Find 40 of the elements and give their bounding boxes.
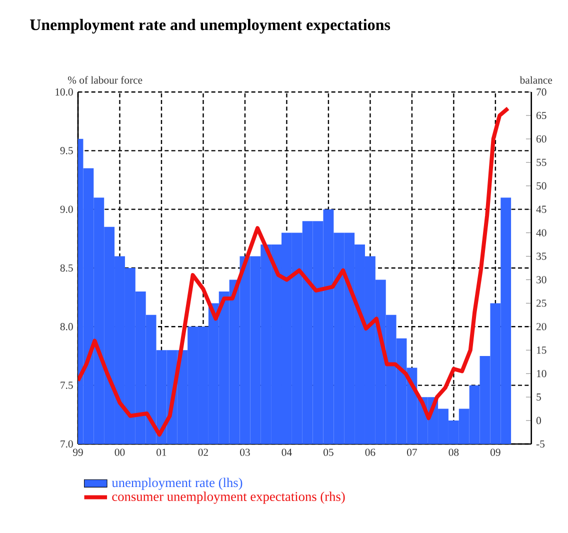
line-series bbox=[78, 106, 510, 436]
x-tick-label: 05 bbox=[324, 448, 334, 456]
y2-tick-label: 70 bbox=[536, 88, 546, 96]
y-tick-label: 10.0 bbox=[56, 88, 73, 96]
y2-tick-label: 55 bbox=[536, 158, 546, 166]
x-tick-label: 06 bbox=[365, 448, 376, 456]
x-tick-label: 00 bbox=[114, 448, 125, 456]
y-tick-label: 9.5 bbox=[60, 146, 73, 154]
y-tick-label: 8.5 bbox=[60, 264, 73, 272]
y2-tick-label: 25 bbox=[536, 299, 546, 307]
x-tick-label: 09 bbox=[490, 448, 500, 456]
y2-tick-label: -5 bbox=[536, 440, 545, 448]
y2-axis-title: balance bbox=[520, 76, 552, 84]
legend-label: consumer unemployment expectations (rhs) bbox=[112, 492, 345, 504]
x-tick-label: 08 bbox=[448, 448, 459, 456]
y2-tick-label: 50 bbox=[536, 182, 546, 190]
x-tick-label: 03 bbox=[240, 448, 250, 456]
y2-tick-label: 35 bbox=[536, 252, 546, 260]
y-tick-label: 7.0 bbox=[60, 440, 73, 448]
y-tick-label: 9.0 bbox=[60, 206, 73, 213]
x-tick-label: 07 bbox=[407, 448, 417, 456]
chart-title: Unemployment rate and unemployment expectations bbox=[30, 18, 390, 34]
y2-tick-label: 40 bbox=[536, 229, 546, 236]
y2-tick-label: 20 bbox=[536, 322, 546, 330]
y2-tick-label: 45 bbox=[536, 206, 546, 213]
y-tick-label: 8.0 bbox=[60, 322, 73, 330]
y2-tick-label: 60 bbox=[536, 135, 546, 142]
y2-tick-label: 15 bbox=[536, 346, 546, 354]
x-tick-label: 01 bbox=[156, 448, 166, 456]
y2-tick-label: 65 bbox=[536, 112, 546, 119]
y2-tick-label: 10 bbox=[536, 370, 546, 378]
y-tick-label: 7.5 bbox=[60, 382, 73, 389]
y2-tick-label: 0 bbox=[536, 416, 541, 424]
x-tick-label: 99 bbox=[73, 448, 83, 456]
y-axis-title: % of labour force bbox=[68, 76, 142, 84]
y2-tick-label: 5 bbox=[536, 393, 541, 400]
legend-label: unemployment rate (lhs) bbox=[112, 478, 242, 490]
x-tick-label: 04 bbox=[282, 448, 292, 456]
y2-tick-label: 30 bbox=[536, 276, 546, 284]
x-tick-label: 02 bbox=[198, 448, 208, 456]
